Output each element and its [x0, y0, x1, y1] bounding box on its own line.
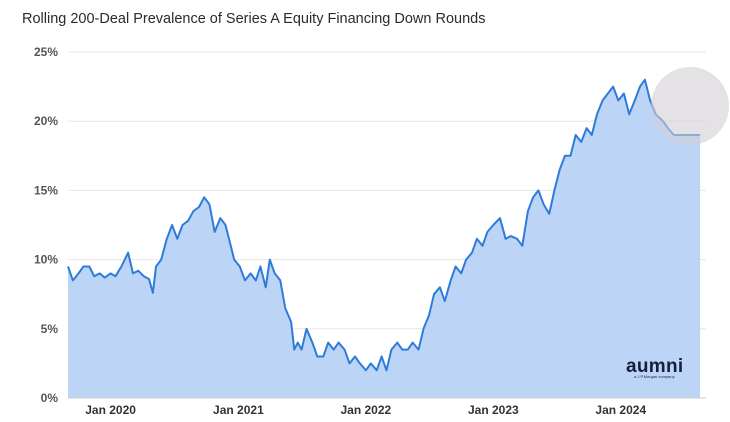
x-tick-label: Jan 2022 — [341, 403, 392, 417]
y-tick-label: 5% — [41, 322, 59, 336]
y-axis-ticks: 0% 5% 10% 15% 20% 25% — [34, 45, 58, 405]
y-tick-label: 20% — [34, 114, 58, 128]
brand-logo-text: aumni — [626, 356, 683, 377]
y-tick-label: 15% — [34, 183, 58, 197]
x-tick-label: Jan 2021 — [213, 403, 264, 417]
brand-logo: aumni a J.P.Morgan company — [626, 356, 683, 379]
x-tick-label: Jan 2024 — [595, 403, 646, 417]
y-tick-label: 0% — [41, 391, 59, 405]
x-axis-ticks: Jan 2020 Jan 2021 Jan 2022 Jan 2023 Jan 2024 — [85, 403, 646, 417]
y-tick-label: 10% — [34, 253, 58, 267]
series-line — [67, 78, 701, 372]
highlight-circle — [651, 67, 729, 145]
brand-logo-tagline: a J.P.Morgan company — [634, 374, 675, 379]
chart-title: Rolling 200-Deal Prevalence of Series A … — [22, 11, 486, 27]
x-tick-label: Jan 2023 — [468, 403, 519, 417]
series-area — [68, 79, 701, 398]
y-tick-label: 25% — [34, 45, 58, 59]
x-tick-label: Jan 2020 — [85, 403, 136, 417]
